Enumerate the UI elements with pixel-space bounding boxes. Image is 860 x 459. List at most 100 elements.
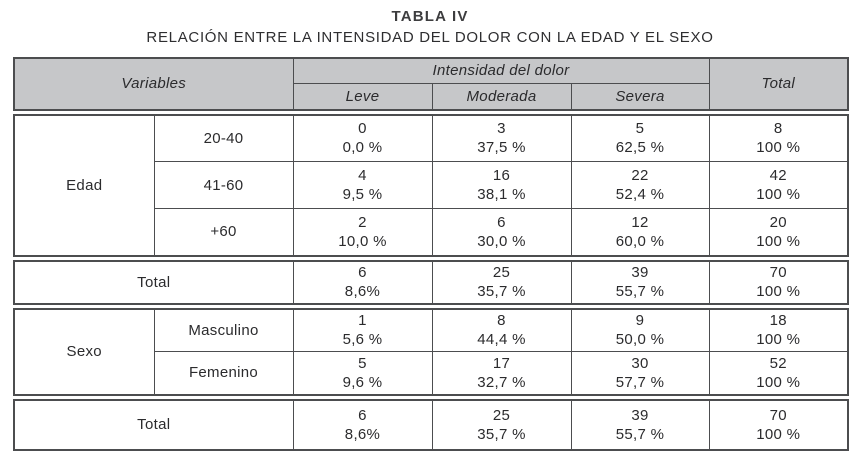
total-edad-label: Total [13, 260, 294, 304]
count-value: 1 [358, 312, 367, 330]
percent-value: 37,5 % [477, 139, 526, 157]
count-value: 70 [769, 264, 787, 281]
edad-20-40-moderada-cell: 3 37,5 % [431, 114, 572, 162]
edad-60plus-severa-cell: 12 60,0 % [570, 208, 710, 256]
total-sexo-severa-cell: 39 55,7 % [570, 399, 710, 450]
total-edad-section: Total 6 8,6% 25 35,7 % 39 55,7 % 70 100 … [13, 259, 849, 305]
sexo-femenino-severa-cell: 30 57,7 % [570, 351, 710, 395]
count-value: 30 [631, 354, 649, 372]
edad-60plus-moderada-cell: 6 30,0 % [431, 208, 572, 256]
header-total: Total [708, 57, 849, 110]
total-edad-severa-cell: 39 55,7 % [570, 260, 710, 304]
count-value: 39 [631, 406, 649, 424]
header-intensidad-del-dolor: Intensidad del dolor [292, 57, 710, 84]
sexo-row-masculino-label: Masculino [153, 308, 294, 352]
edad-20-40-leve-cell: 0 0,0 % [292, 114, 433, 162]
percent-value: 62,5 % [615, 139, 665, 157]
edad-20-40-severa-cell: 5 62,5 % [570, 114, 710, 162]
count-value: 18 [769, 312, 787, 330]
edad-section: Edad 20-40 0 0,0 % 3 37,5 % 5 62,5 % 8 1… [13, 113, 849, 257]
percent-value: 35,7 % [477, 425, 526, 443]
percent-value: 100 % [756, 425, 801, 443]
edad-20-40-total-cell: 8 100 % [708, 114, 849, 162]
edad-41-60-moderada-cell: 16 38,1 % [431, 161, 572, 209]
percent-value: 38,1 % [477, 186, 526, 203]
total-sexo-leve-cell: 6 8,6% [292, 399, 433, 450]
sexo-masculino-leve-cell: 1 5,6 % [292, 308, 433, 352]
total-sexo-moderada-cell: 25 35,7 % [431, 399, 572, 450]
percent-value: 8,6% [344, 283, 381, 300]
count-value: 0 [358, 120, 367, 138]
edad-row-60plus-label: +60 [153, 208, 294, 256]
count-value: 9 [635, 312, 645, 330]
percent-value: 100 % [756, 373, 801, 391]
edad-41-60-leve-cell: 4 9,5 % [292, 161, 433, 209]
page-subtitle: RELACIÓN ENTRE LA INTENSIDAD DEL DOLOR C… [146, 28, 714, 46]
count-value: 5 [358, 354, 367, 372]
edad-60plus-leve-cell: 2 10,0 % [292, 208, 433, 256]
count-value: 8 [497, 312, 506, 330]
percent-value: 44,4 % [477, 331, 526, 349]
count-value: 22 [631, 167, 649, 184]
total-edad-total-cell: 70 100 % [708, 260, 849, 304]
sexo-femenino-moderada-cell: 17 32,7 % [431, 351, 572, 395]
count-value: 5 [635, 120, 645, 138]
count-value: 20 [769, 213, 787, 231]
header-variables: Variables [13, 57, 294, 110]
percent-value: 57,7 % [615, 373, 665, 391]
count-value: 6 [497, 213, 506, 231]
total-sexo-label: Total [13, 399, 294, 450]
header-moderada: Moderada [431, 83, 572, 110]
table-titles: TABLA IV RELACIÓN ENTRE LA INTENSIDAD DE… [0, 8, 860, 48]
sexo-masculino-total-cell: 18 100 % [708, 308, 849, 352]
percent-value: 9,5 % [342, 186, 383, 203]
sexo-femenino-leve-cell: 5 9,6 % [292, 351, 433, 395]
percent-value: 5,6 % [342, 331, 383, 349]
sexo-femenino-total-cell: 52 100 % [708, 351, 849, 395]
count-value: 52 [769, 354, 787, 372]
total-edad-leve-cell: 6 8,6% [292, 260, 433, 304]
sexo-masculino-severa-cell: 9 50,0 % [570, 308, 710, 352]
count-value: 25 [492, 406, 511, 424]
percent-value: 100 % [756, 232, 801, 250]
percent-value: 30,0 % [477, 232, 526, 250]
percent-value: 8,6% [344, 425, 381, 443]
edad-row-41-60-label: 41-60 [153, 161, 294, 209]
percent-value: 100 % [756, 331, 801, 349]
header-leve: Leve [292, 83, 433, 110]
header-severa: Severa [570, 83, 710, 110]
page-title: TABLA IV [391, 8, 469, 25]
count-value: 4 [358, 167, 367, 184]
relacion-table: Variables Intensidad del dolor Total Lev… [13, 56, 850, 451]
count-value: 2 [358, 213, 367, 231]
percent-value: 100 % [756, 283, 801, 300]
percent-value: 32,7 % [477, 373, 526, 391]
count-value: 25 [492, 264, 511, 281]
percent-value: 10,0 % [338, 232, 387, 250]
percent-value: 9,6 % [342, 373, 383, 391]
percent-value: 0,0 % [342, 139, 383, 157]
count-value: 3 [497, 120, 506, 138]
percent-value: 55,7 % [615, 283, 665, 300]
count-value: 17 [492, 354, 511, 372]
count-value: 70 [769, 406, 787, 424]
percent-value: 35,7 % [477, 283, 526, 300]
percent-value: 55,7 % [615, 425, 665, 443]
sexo-masculino-moderada-cell: 8 44,4 % [431, 308, 572, 352]
edad-41-60-severa-cell: 22 52,4 % [570, 161, 710, 209]
percent-value: 100 % [756, 139, 801, 157]
edad-row-20-40-label: 20-40 [153, 114, 294, 162]
total-sexo-section: Total 6 8,6% 25 35,7 % 39 55,7 % 70 100 … [13, 398, 849, 451]
percent-value: 60,0 % [615, 232, 665, 250]
percent-value: 52,4 % [615, 186, 665, 203]
count-value: 6 [358, 264, 367, 281]
count-value: 12 [631, 213, 649, 231]
edad-60plus-total-cell: 20 100 % [708, 208, 849, 256]
total-edad-moderada-cell: 25 35,7 % [431, 260, 572, 304]
percent-value: 50,0 % [615, 331, 665, 349]
sexo-label: Sexo [13, 308, 155, 395]
table-header-section: Variables Intensidad del dolor Total Lev… [13, 56, 850, 111]
count-value: 39 [631, 264, 649, 281]
total-sexo-total-cell: 70 100 % [708, 399, 849, 450]
